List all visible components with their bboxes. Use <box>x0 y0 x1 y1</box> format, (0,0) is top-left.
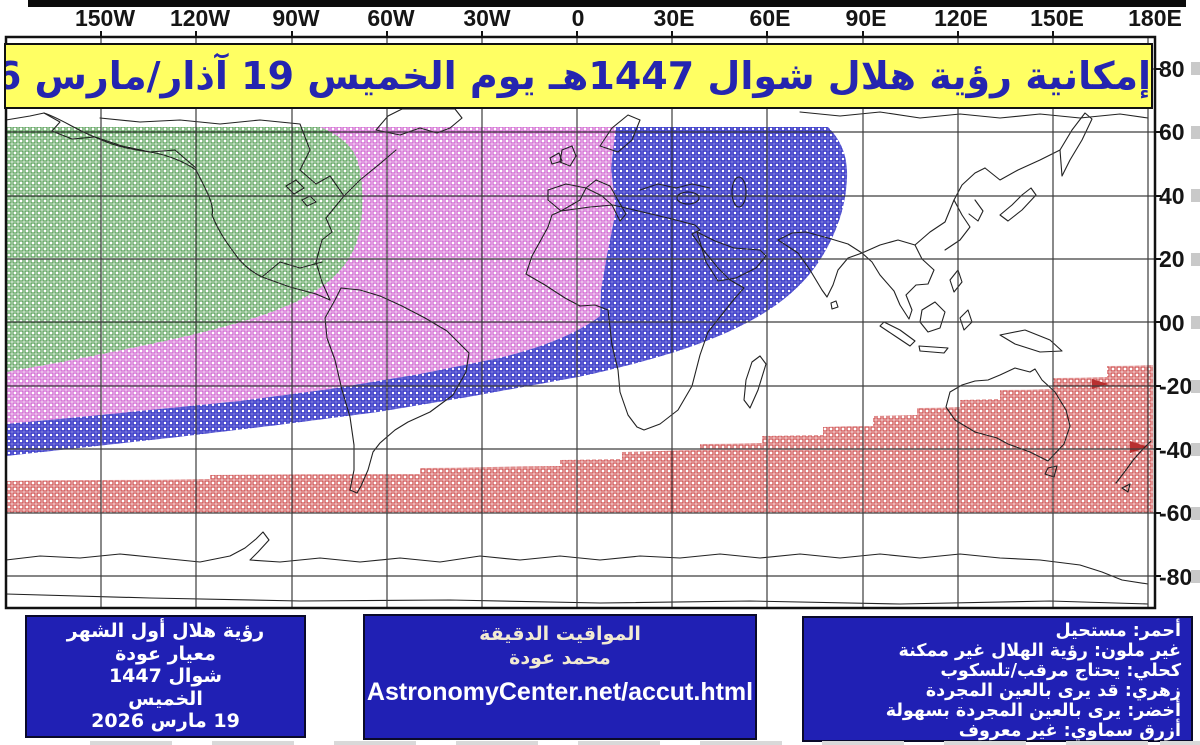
legend-line-uncolored: غير ملون: رؤية الهلال غير ممكنة <box>898 641 1181 661</box>
lat-label-m80: -80 <box>1159 564 1193 590</box>
region-green-easy-naked-eye <box>6 127 363 372</box>
lon-label-120e: 120E <box>934 5 988 31</box>
lon-label-150w: 150W <box>74 5 136 31</box>
credit-author: محمد عودة <box>509 647 611 669</box>
legend-line-skyblue: أزرق سماوي: غير معروف <box>958 721 1181 741</box>
lat-label-m60: -60 <box>1159 500 1193 526</box>
lat-label-m40: -40 <box>1159 437 1193 463</box>
lon-label-60e: 60E <box>749 5 791 31</box>
legend-line-green: أخضر: يرى بالعين المجردة بسهولة <box>885 701 1181 721</box>
observation-info-box: رؤية هلال أول الشهر معيار عودة شوال 1447… <box>25 615 306 738</box>
lat-label-80: 80 <box>1159 56 1185 82</box>
lon-label-180e: 180E <box>1128 5 1182 31</box>
lon-label-90w: 90W <box>272 5 320 31</box>
lon-label-150e: 150E <box>1030 5 1084 31</box>
credit-title: المواقيت الدقيقة <box>479 623 641 645</box>
lon-label-90e: 90E <box>845 5 887 31</box>
legend-line-navy: كحلي: يحتاج مرقب/تلسكوب <box>940 661 1181 681</box>
lat-label-20: 20 <box>1159 246 1185 272</box>
info-line: الخميس <box>128 687 203 710</box>
lon-label-120w: 120W <box>169 5 231 31</box>
credit-url: AstronomyCenter.net/accut.html <box>366 678 754 706</box>
region-blue-telescope <box>6 127 848 456</box>
info-line: شوال 1447 <box>108 665 223 687</box>
lon-label-60w: 60W <box>367 5 415 31</box>
map-frame <box>4 31 1200 610</box>
page-title: إمكانية رؤية هلال شوال 1447هـ يوم الخميس… <box>6 54 1151 98</box>
legend-line-red: أحمر: مستحيل <box>1055 621 1181 641</box>
graticule <box>6 37 1155 608</box>
info-line: رؤية هلال أول الشهر <box>66 620 265 642</box>
region-magenta-maybe-naked-eye <box>6 127 616 424</box>
coastlines <box>5 108 1152 605</box>
lon-label-0: 0 <box>571 5 585 31</box>
legend-line-pink: زهري: قد يرى بالعين المجردة <box>925 681 1181 701</box>
lon-label-30e: 30E <box>653 5 695 31</box>
lat-label-40: 40 <box>1159 183 1185 209</box>
color-legend-box: أحمر: مستحيل غير ملون: رؤية الهلال غير م… <box>802 616 1193 742</box>
credit-box: المواقيت الدقيقة محمد عودة AstronomyCent… <box>363 614 757 740</box>
lat-label-00: 00 <box>1159 310 1185 336</box>
info-line: معيار عودة <box>115 642 216 665</box>
info-line: 19 مارس 2026 <box>91 710 240 732</box>
title-banner: إمكانية رؤية هلال شوال 1447هـ يوم الخميس… <box>4 43 1153 109</box>
lat-label-60: 60 <box>1159 119 1185 145</box>
top-black-bar <box>28 0 1186 7</box>
lat-label-m20: -20 <box>1159 373 1193 399</box>
lon-label-30w: 30W <box>463 5 511 31</box>
